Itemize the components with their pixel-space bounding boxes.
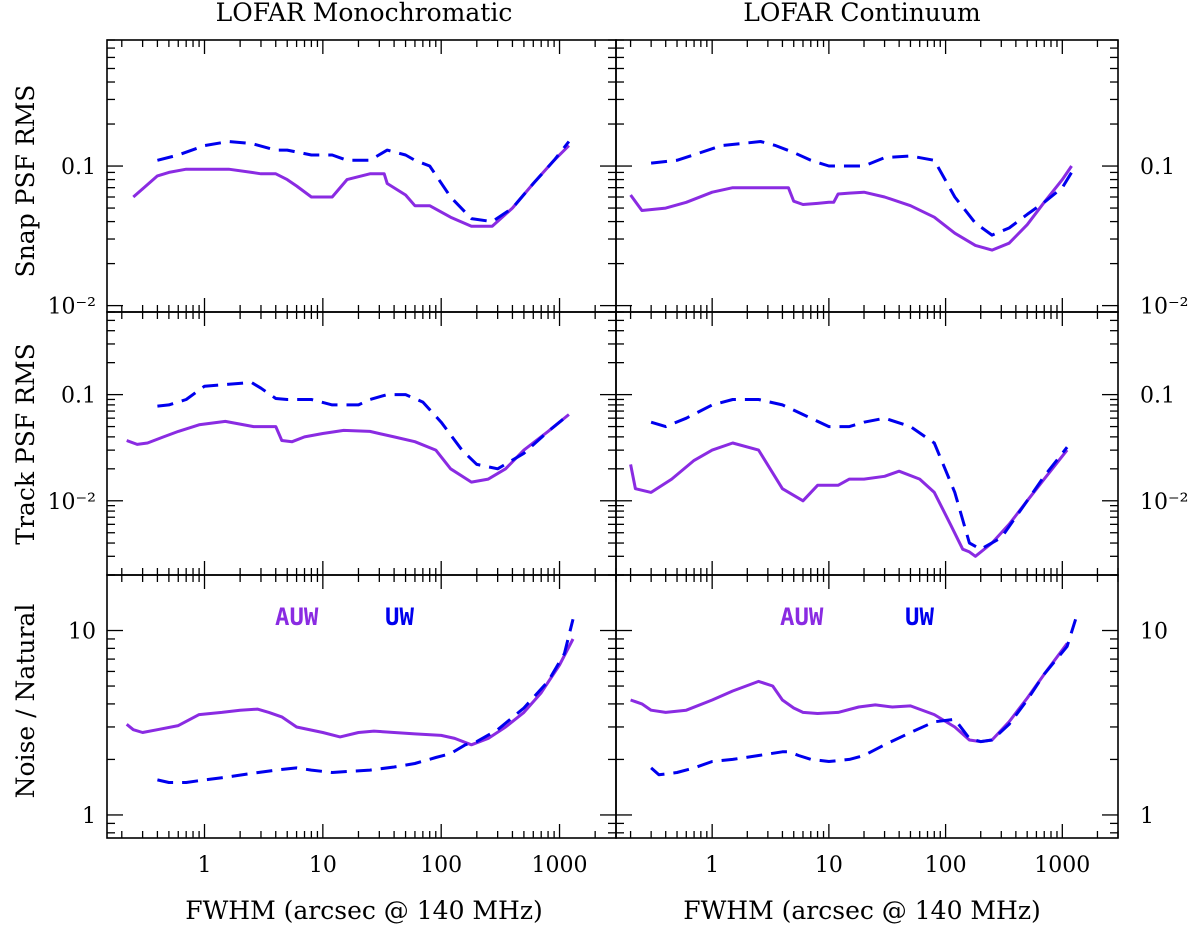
panel-frame (615, 39, 1119, 313)
x-tick-label: 1 (705, 853, 719, 878)
series-uw-line (650, 618, 1078, 777)
y-tick-label-right: 0.1 (1140, 384, 1175, 409)
x-tick-label: 1 (198, 853, 212, 878)
series-uw-line (157, 618, 575, 784)
series-uw-line (650, 398, 1069, 551)
y-tick-label-left: 0.1 (61, 155, 96, 180)
panel-r1-c0 (106, 311, 617, 576)
x-tick-label: 100 (925, 853, 967, 878)
panel-frame (615, 311, 1119, 576)
panel-r2-c1 (615, 574, 1119, 839)
series-uw-line (157, 381, 570, 471)
x-tick-label: 10 (309, 853, 337, 878)
series-auw-line (126, 413, 570, 484)
legend-auw-right: AUW (780, 603, 824, 631)
y-tick-label-left: 10⁻² (48, 490, 96, 515)
legend-uw-right: UW (905, 603, 934, 631)
x-tick-label: 100 (420, 853, 462, 878)
series-auw-line (630, 642, 1069, 744)
series-auw-line (132, 144, 570, 228)
y-tick-label-left: 10 (68, 620, 96, 645)
x-tick-label: 10 (815, 853, 843, 878)
xlabel-monochromatic: FWHM (arcsec @ 140 MHz) (185, 896, 543, 925)
panel-r2-c0 (106, 574, 617, 839)
column-title-continuum: LOFAR Continuum (743, 0, 981, 27)
plot-layer: 0.1 0.1 10⁻² 10⁻² 0.1 0.1 10⁻² 10⁻² 10 10 1 1 1 10 100… (48, 39, 1188, 878)
y-tick-label-right: 10 (1140, 620, 1168, 645)
ylabel-noise: Noise / Natural (11, 604, 40, 799)
xlabel-continuum: FWHM (arcsec @ 140 MHz) (683, 896, 1041, 925)
y-tick-label-left: 1 (82, 804, 96, 829)
series-auw-line (629, 165, 1073, 252)
legend-uw-left: UW (385, 603, 414, 631)
column-title-monochromatic: LOFAR Monochromatic (216, 0, 513, 27)
panel-r0-c1 (615, 39, 1119, 313)
legend-auw-left: AUW (275, 603, 319, 631)
ylabel-track: Track PSF RMS (11, 343, 40, 544)
x-tick-label: 1000 (1034, 853, 1090, 878)
ylabel-snap: Snap PSF RMS (11, 85, 40, 278)
panel-r0-c0 (106, 39, 617, 313)
series-auw-line (125, 638, 575, 747)
y-tick-label-left: 0.1 (61, 384, 96, 409)
y-tick-label-left: 10⁻² (48, 295, 96, 320)
panel-frame (615, 574, 1119, 839)
series-auw-line (629, 441, 1069, 558)
series-uw-line (157, 140, 571, 224)
x-tick-label: 1000 (532, 853, 588, 878)
y-tick-label-right: 10⁻² (1140, 490, 1188, 515)
y-tick-label-right: 0.1 (1140, 155, 1175, 180)
y-tick-label-right: 1 (1140, 804, 1154, 829)
panel-frame (106, 311, 617, 576)
panel-r1-c1 (615, 311, 1119, 576)
panel-frame (106, 574, 617, 839)
series-uw-line (650, 140, 1073, 237)
y-tick-label-right: 10⁻² (1140, 295, 1188, 320)
